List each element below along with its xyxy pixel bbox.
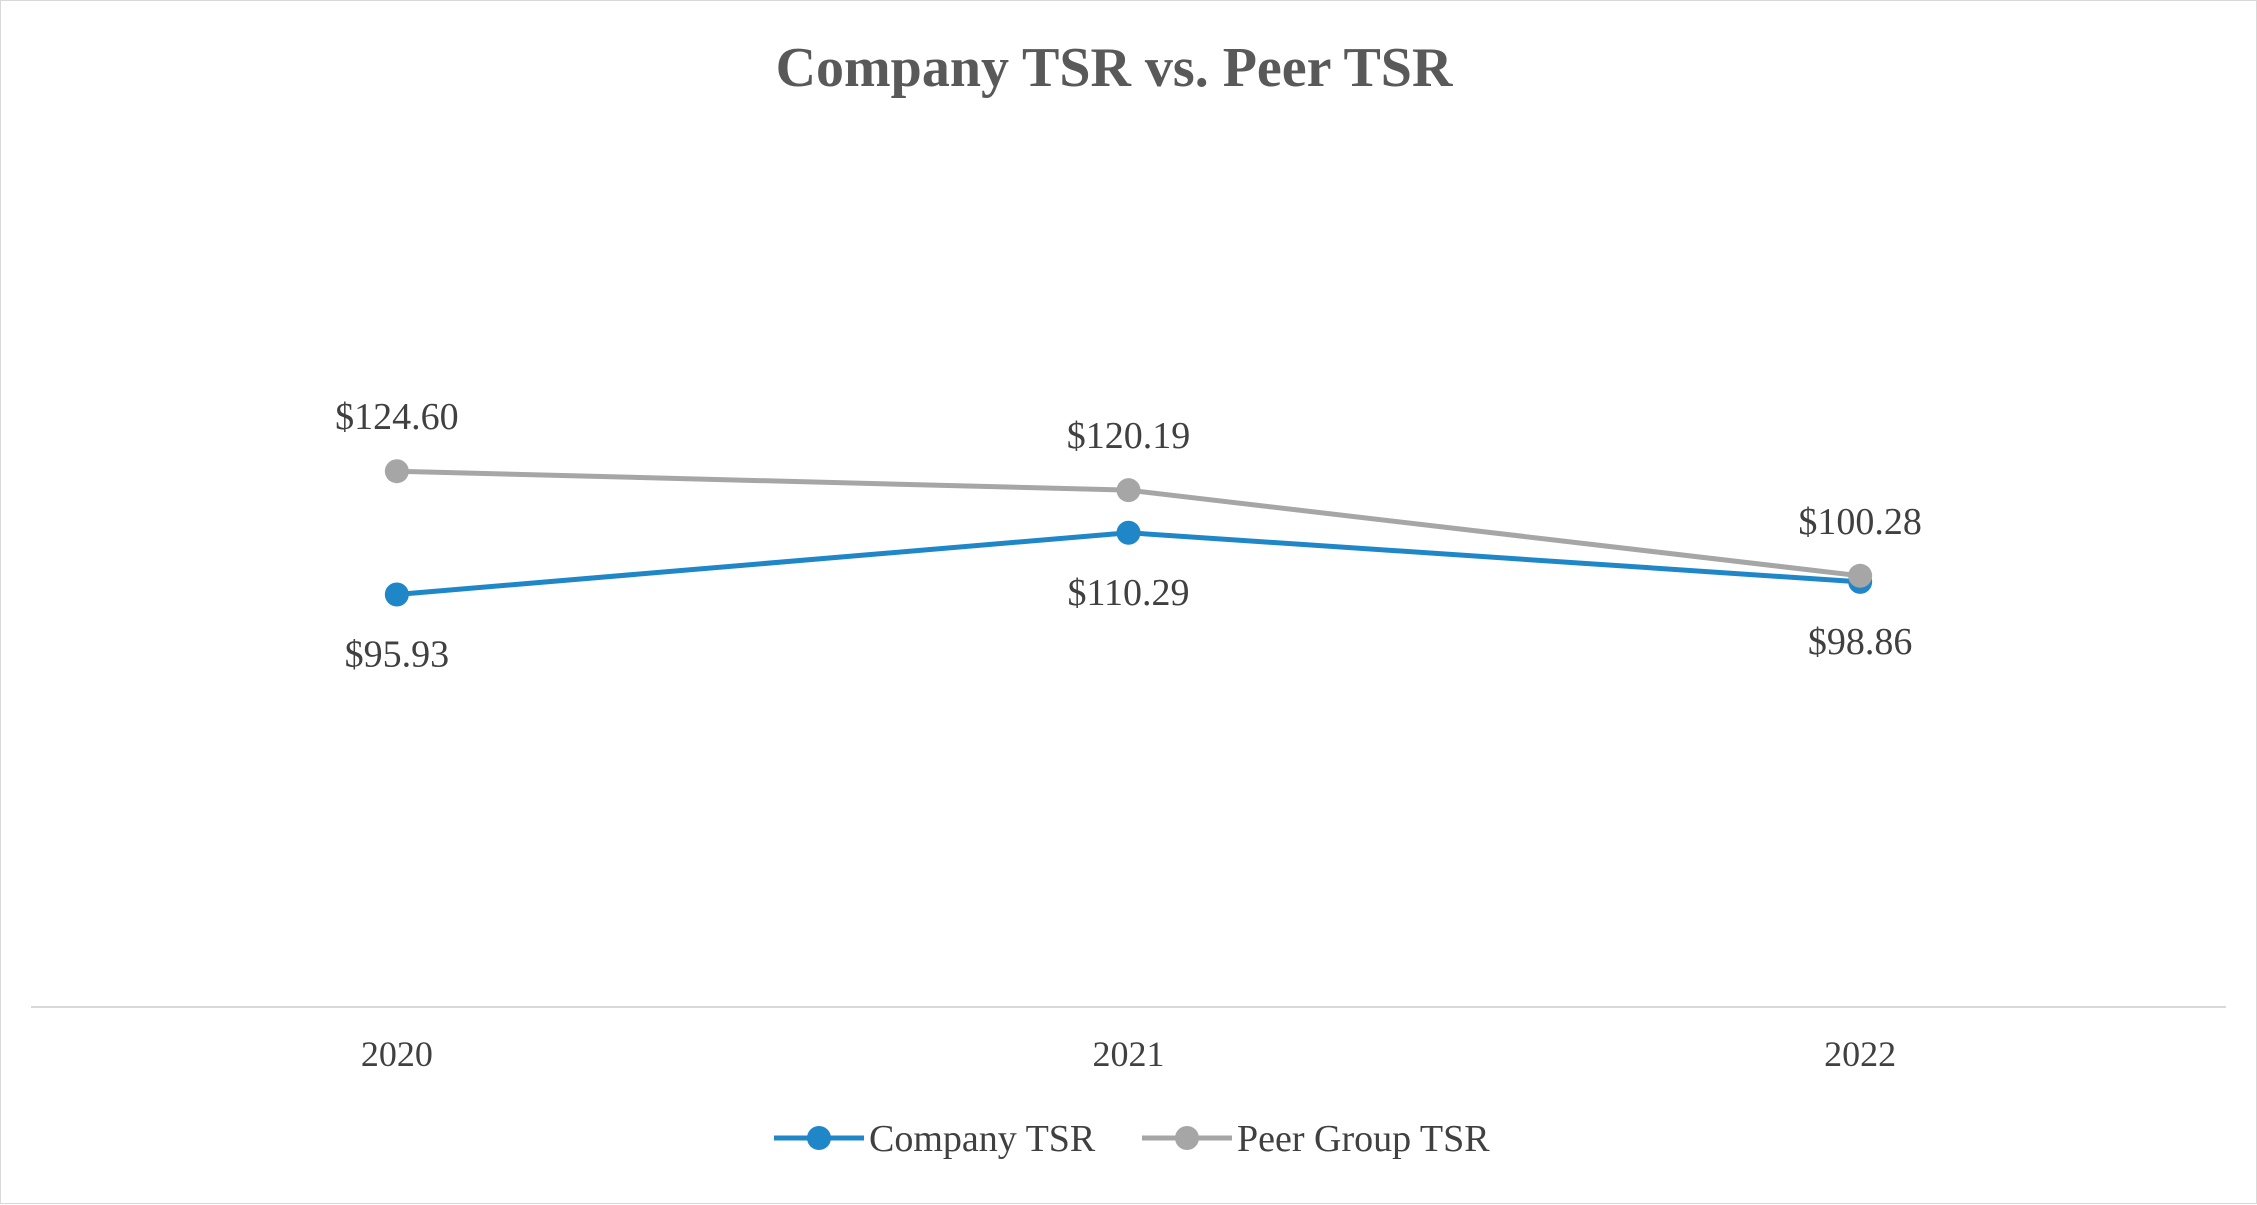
data-label-company-tsr-2020: $95.93 [345, 634, 450, 676]
data-label-peer-group-tsr-2022: $100.28 [1798, 501, 1922, 543]
legend: Company TSR Peer Group TSR [774, 1118, 1490, 1160]
legend-label-company-tsr: Company TSR [869, 1118, 1096, 1160]
data-point-peer-group-tsr-2022[interactable] [1848, 563, 1873, 588]
legend-marker-company-tsr [807, 1126, 831, 1150]
data-label-company-tsr-2022: $98.86 [1808, 621, 1913, 663]
data-point-company-tsr-2020[interactable] [384, 582, 409, 607]
series-points [384, 459, 1873, 607]
data-label-peer-group-tsr-2020: $124.60 [335, 396, 459, 438]
data-point-peer-group-tsr-2021[interactable] [1116, 478, 1141, 503]
legend-item-peer-group-tsr[interactable]: Peer Group TSR [1142, 1118, 1490, 1160]
data-label-peer-group-tsr-2021: $120.19 [1067, 415, 1191, 457]
x-axis-ticks: 2020 2021 2022 [361, 1034, 1896, 1074]
data-labels: $95.93 $110.29 $98.86 $124.60 $120.19 $100.28 [335, 396, 1922, 675]
data-point-company-tsr-2021[interactable] [1116, 520, 1141, 545]
x-tick-label-2020: 2020 [361, 1034, 433, 1074]
x-tick-label-2021: 2021 [1093, 1034, 1165, 1074]
legend-item-company-tsr[interactable]: Company TSR [774, 1118, 1096, 1160]
x-tick-label-2022: 2022 [1824, 1034, 1896, 1074]
legend-label-peer-group-tsr: Peer Group TSR [1237, 1118, 1490, 1160]
chart-title: Company TSR vs. Peer TSR [776, 37, 1453, 99]
data-point-peer-group-tsr-2020[interactable] [384, 459, 409, 484]
data-label-company-tsr-2021: $110.29 [1067, 572, 1189, 614]
legend-marker-peer-group-tsr [1175, 1126, 1199, 1150]
